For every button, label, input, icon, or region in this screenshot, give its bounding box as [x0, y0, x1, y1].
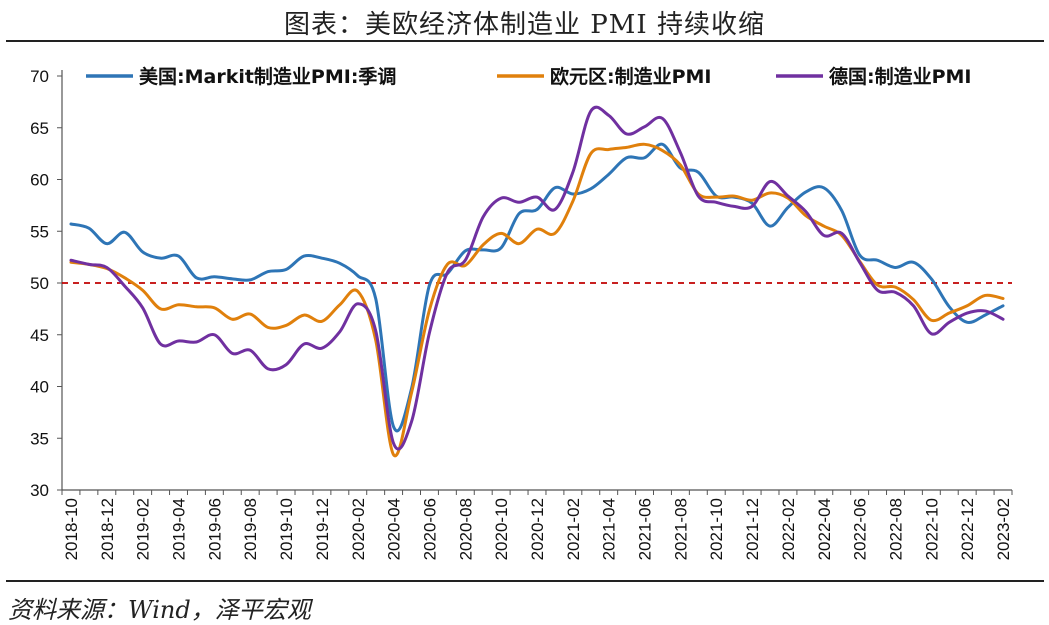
x-tick-label: 2022-02: [779, 498, 798, 560]
x-tick-label: 2022-06: [851, 498, 870, 560]
x-tick-label: 2019-04: [170, 498, 189, 560]
x-tick-label: 2022-04: [815, 498, 834, 560]
pmi-line-chart: 30 35 40 45 50 55 60 65 70 2018-10 2018-12 2019-02 2…: [0, 0, 1049, 624]
x-tick-label: 2021-04: [600, 498, 619, 560]
legend-label-3: 德国:制造业PMI: [829, 65, 972, 88]
y-tick-label: 45: [30, 326, 49, 345]
y-tick-label: 55: [30, 222, 49, 241]
y-tick-label: 60: [30, 171, 49, 190]
y-tick-label: 35: [30, 429, 49, 448]
legend: 美国:Markit制造业PMI:季调 欧元区:制造业PMI 德国:制造业PMI: [86, 65, 972, 88]
series-line-1: [71, 144, 1003, 431]
x-tick-label: 2021-02: [564, 498, 583, 560]
series-line-2: [71, 144, 1003, 456]
x-tick-label: 2021-06: [636, 498, 655, 560]
legend-label-1: 美国:Markit制造业PMI:季调: [139, 65, 396, 88]
x-tick-label: 2021-08: [671, 498, 690, 560]
y-tick-label: 70: [30, 67, 49, 86]
x-tick-label: 2019-12: [313, 498, 332, 560]
x-tick-label: 2018-10: [62, 498, 81, 560]
y-tick-label: 30: [30, 481, 49, 500]
x-tick-label: 2021-12: [743, 498, 762, 560]
x-tick-label: 2020-06: [420, 498, 439, 560]
x-tick-label: 2020-08: [456, 498, 475, 560]
x-tick-label: 2022-12: [958, 498, 977, 560]
x-tick-label: 2020-12: [528, 498, 547, 560]
x-tick-label: 2022-08: [886, 498, 905, 560]
x-tick-label: 2021-10: [707, 498, 726, 560]
x-tick-label: 2020-10: [492, 498, 511, 560]
axes: 30 35 40 45 50 55 60 65 70 2018-10 2018-12 2019-02 2…: [30, 67, 1013, 560]
x-tick-label: 2023-02: [994, 498, 1013, 560]
series-lines: [71, 107, 1003, 456]
x-tick-label: 2022-10: [922, 498, 941, 560]
x-tick-label: 2018-12: [98, 498, 117, 560]
x-tick-label: 2019-02: [134, 498, 153, 560]
y-tick-label: 65: [30, 119, 49, 138]
x-tick-label: 2019-10: [277, 498, 296, 560]
bottom-rule: [6, 580, 1044, 582]
y-tick-label: 40: [30, 378, 49, 397]
x-tick-label: 2020-02: [349, 498, 368, 560]
legend-label-2: 欧元区:制造业PMI: [550, 65, 712, 88]
source-note: 资料来源：Wind，泽平宏观: [8, 590, 311, 625]
x-tick-label: 2019-06: [205, 498, 224, 560]
x-tick-label: 2020-04: [385, 498, 404, 560]
x-tick-label: 2019-08: [241, 498, 260, 560]
y-tick-label: 50: [30, 274, 49, 293]
